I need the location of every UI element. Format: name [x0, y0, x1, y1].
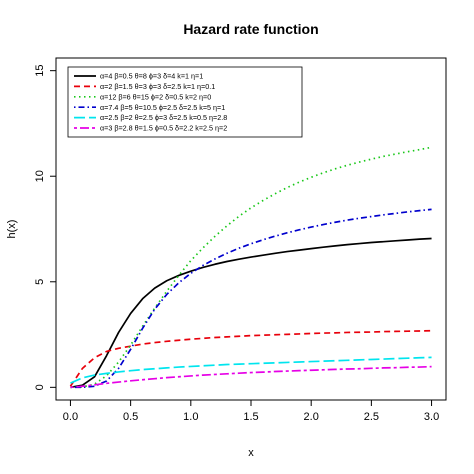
- chart-title: Hazard rate function: [183, 21, 318, 37]
- x-tick-label: 2.0: [304, 411, 319, 423]
- x-tick-label: 2.5: [364, 411, 379, 423]
- legend-label-6: α=3 β=2.8 θ=1.5 ϕ=0.5 δ=2.2 k=2.5 η=2: [100, 124, 227, 133]
- legend-label-1: α=4 β=0.5 θ=8 ϕ=3 δ=4 k=1 η=1: [100, 72, 203, 81]
- legend-box: [67, 66, 303, 138]
- series-layer: [69, 146, 432, 389]
- series-line-4: [70, 208, 432, 389]
- series-line-2: [69, 329, 432, 387]
- y-tick-label: 5: [34, 279, 46, 285]
- x-axis-label: x: [248, 447, 254, 459]
- y-tick-label: 0: [34, 384, 46, 390]
- y-axis: 0 5 10 15: [34, 65, 57, 390]
- y-tick-label: 15: [34, 65, 46, 77]
- x-tick-label: 3.0: [424, 411, 439, 423]
- y-tick-label: 10: [34, 170, 46, 182]
- x-tick-label: 0.5: [123, 411, 138, 423]
- legend-label-4: α=7.4 β=5 θ=10.5 ϕ=2.5 δ=2.5 k=5 η=1: [100, 103, 225, 112]
- legend-label-3: α=12 β=6 θ=15 ϕ=2 δ=0.5 k=2 η=0: [100, 92, 211, 101]
- x-tick-label: 0.0: [63, 411, 78, 423]
- x-axis: 0.0 0.5 1.0 1.5 2.0 2.5 3.0: [63, 399, 439, 423]
- legend: α=4 β=0.5 θ=8 ϕ=3 δ=4 k=1 η=1α=2 β=1.5 θ…: [67, 66, 303, 138]
- legend-label-5: α=2.5 β=2 θ=2.5 ϕ=3 δ=2.5 k=0.5 η=2.8: [100, 113, 227, 122]
- x-tick-label: 1.5: [243, 411, 258, 423]
- y-axis-label: h(x): [6, 220, 18, 239]
- series-line-6: [70, 365, 432, 389]
- x-tick-label: 1.0: [183, 411, 198, 423]
- series-line-5: [70, 356, 432, 384]
- legend-label-2: α=2 β=1.5 θ=3 ϕ=3 δ=2.5 k=1 η=0.1: [100, 82, 215, 91]
- series-line-1: [70, 237, 432, 389]
